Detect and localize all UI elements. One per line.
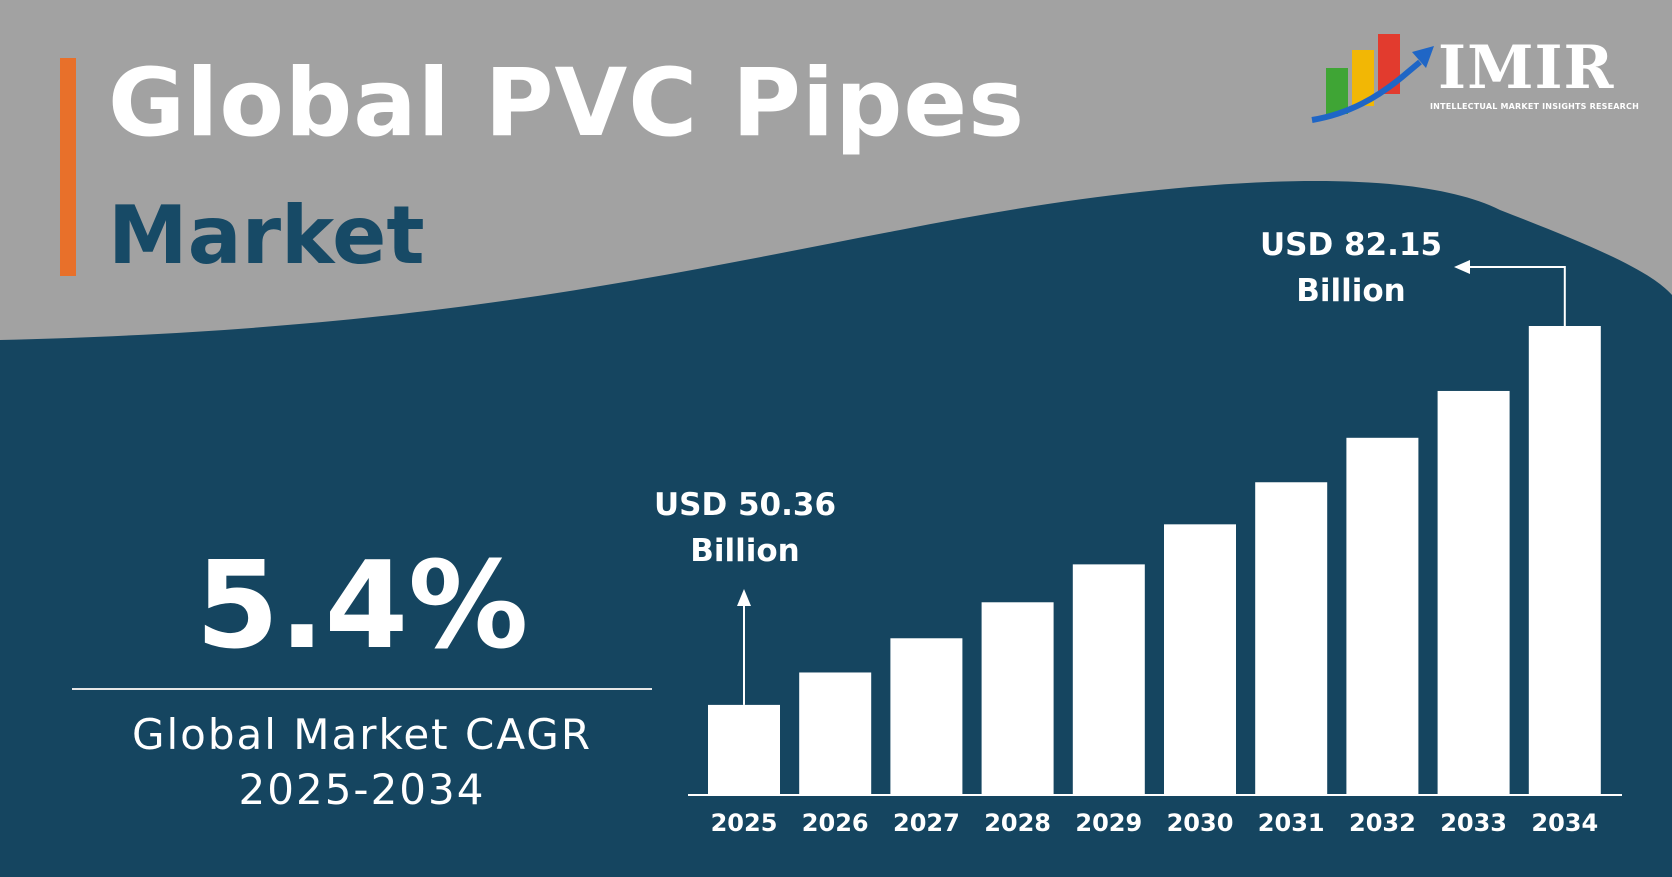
logo-wordmark: IMIR xyxy=(1438,33,1615,103)
x-tick-label: 2030 xyxy=(1167,809,1234,837)
x-tick-label: 2031 xyxy=(1258,809,1325,837)
bar-2031 xyxy=(1255,482,1328,795)
end-value-annotation: USD 82.15 Billion xyxy=(1256,222,1446,314)
bar-2027 xyxy=(890,638,963,795)
cagr-period: 2025-2034 xyxy=(238,765,486,814)
logo-tagline: INTELLECTUAL MARKET INSIGHTS RESEARCH xyxy=(1430,102,1639,111)
end-value-unit: Billion xyxy=(1296,273,1406,309)
end-value-amount: USD 82.15 xyxy=(1259,227,1443,263)
cagr-label: Global Market CAGR xyxy=(131,710,593,759)
start-arrow-head-icon xyxy=(737,589,751,606)
x-tick-label: 2032 xyxy=(1349,809,1416,837)
bar-2032 xyxy=(1346,437,1419,795)
bar-2026 xyxy=(799,672,872,795)
start-value-annotation: USD 50.36 Billion xyxy=(650,482,840,574)
x-tick-label: 2034 xyxy=(1531,809,1598,837)
x-tick-label: 2025 xyxy=(711,809,778,837)
imir-logo: IMIR INTELLECTUAL MARKET INSIGHTS RESEAR… xyxy=(1308,28,1648,128)
bar-2034 xyxy=(1528,326,1601,795)
bar-2025 xyxy=(708,704,780,795)
x-tick-label: 2026 xyxy=(802,809,869,837)
x-tick-label: 2028 xyxy=(984,809,1051,837)
start-value-amount: USD 50.36 xyxy=(653,487,837,523)
logo-bars-icon xyxy=(1311,34,1434,123)
bar-2030 xyxy=(1164,524,1236,795)
x-tick-label: 2033 xyxy=(1440,809,1507,837)
cagr-value: 5.4% xyxy=(195,537,529,676)
page-subtitle: Market xyxy=(108,189,425,282)
page-title: Global PVC Pipes xyxy=(108,49,1026,158)
title-accent-bar xyxy=(60,58,76,276)
bar-2033 xyxy=(1437,390,1510,795)
bar-2029 xyxy=(1072,564,1145,795)
x-tick-label: 2027 xyxy=(893,809,960,837)
end-arrow-line xyxy=(1466,266,1566,326)
x-tick-label: 2029 xyxy=(1075,809,1142,837)
start-value-unit: Billion xyxy=(690,533,800,569)
cagr-divider xyxy=(72,688,652,690)
bar-2028 xyxy=(981,602,1054,795)
navy-panel xyxy=(0,181,1672,877)
end-arrow-head-icon xyxy=(1454,260,1470,274)
